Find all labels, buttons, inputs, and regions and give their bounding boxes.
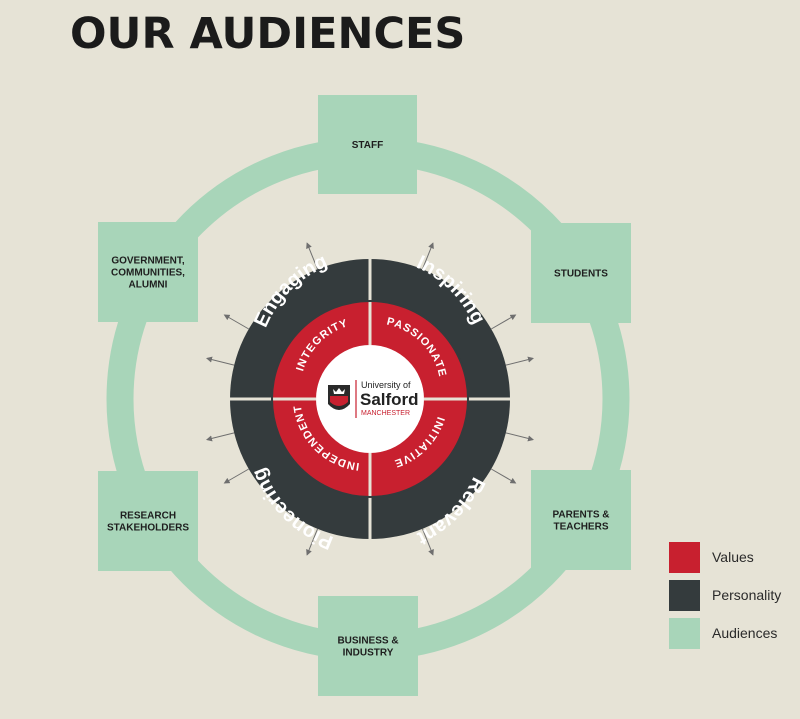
radial-arrow xyxy=(421,528,434,556)
audience-box-students: STUDENTS xyxy=(531,223,631,323)
audience-label: TEACHERS xyxy=(553,522,608,533)
audience-box-business: BUSINESS &INDUSTRY xyxy=(318,596,418,696)
audience-box-bg xyxy=(318,596,418,696)
logo-line3: MANCHESTER xyxy=(361,410,410,417)
audience-label: INDUSTRY xyxy=(343,648,394,659)
radial-arrow xyxy=(306,242,319,270)
audience-label: STUDENTS xyxy=(554,269,608,280)
radial-arrow xyxy=(490,314,517,330)
logo-circle xyxy=(316,345,424,453)
radial-arrow xyxy=(206,356,235,366)
audience-box-staff: STAFF xyxy=(318,95,417,194)
radial-arrow xyxy=(223,468,250,484)
logo-line2: Salford xyxy=(360,390,419,409)
legend-label-personality: Personality xyxy=(712,587,782,603)
legend-item-values: Values xyxy=(669,538,781,576)
legend-label-audiences: Audiences xyxy=(712,625,778,641)
radial-arrow xyxy=(505,356,534,366)
crest-icon xyxy=(328,385,350,410)
audience-label: COMMUNITIES, xyxy=(111,268,185,279)
legend-swatch-audiences xyxy=(669,617,700,649)
audience-label: BUSINESS & xyxy=(337,636,398,647)
legend-swatch-values xyxy=(669,541,700,573)
audience-box-bg xyxy=(98,222,198,322)
audience-boxes: STAFF STUDENTS PARENTS &TEACHERS BUSINESS &… xyxy=(98,95,631,696)
legend-swatch-personality xyxy=(669,579,700,611)
legend-item-audiences: Audiences xyxy=(669,614,781,652)
university-logo: University of Salford MANCHESTER xyxy=(328,380,419,418)
radial-arrow xyxy=(505,432,534,442)
logo-line1: University of xyxy=(361,380,411,390)
audience-label: STAKEHOLDERS xyxy=(107,523,189,534)
radial-arrow xyxy=(421,242,434,270)
audience-label: GOVERNMENT, xyxy=(111,256,185,267)
arrows xyxy=(206,242,534,556)
radial-arrow xyxy=(223,314,250,330)
radial-arrow xyxy=(306,528,319,556)
audience-box-bg xyxy=(98,471,198,571)
page-title: OUR AUDIENCES xyxy=(70,9,466,59)
legend: Values Personality Audiences xyxy=(669,538,781,652)
audience-box-bg xyxy=(531,470,631,570)
audience-box-bg xyxy=(318,95,417,194)
audience-box-government: GOVERNMENT,COMMUNITIES,ALUMNI xyxy=(98,222,198,322)
radial-arrow xyxy=(206,432,235,442)
audience-box-parents: PARENTS &TEACHERS xyxy=(531,470,631,570)
legend-label-values: Values xyxy=(712,549,754,565)
audience-box-bg xyxy=(531,223,631,323)
audience-label: ALUMNI xyxy=(129,280,168,291)
audience-label: STAFF xyxy=(352,140,383,151)
audience-label: RESEARCH xyxy=(120,511,176,522)
audience-label: PARENTS & xyxy=(552,510,609,521)
radial-arrow xyxy=(490,468,517,484)
values-ring-border xyxy=(271,300,469,498)
legend-item-personality: Personality xyxy=(669,576,781,614)
